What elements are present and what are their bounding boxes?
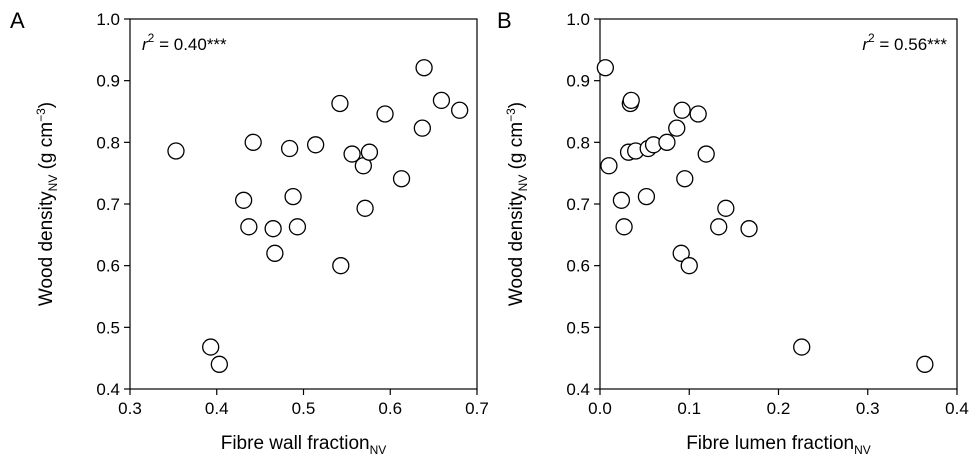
- x-axis-title: Fibre wall fractionNV: [221, 433, 387, 457]
- data-point: [740, 220, 758, 238]
- data-point: [264, 220, 282, 238]
- data-point: [689, 105, 707, 123]
- data-point: [717, 199, 735, 217]
- y-tick-label: 0.9: [96, 72, 120, 91]
- data-point: [672, 244, 690, 262]
- data-point: [376, 105, 394, 123]
- data-point: [673, 101, 691, 119]
- data-point: [343, 145, 361, 163]
- data-point: [415, 59, 433, 77]
- data-point: [596, 59, 615, 77]
- data-point: [240, 218, 258, 236]
- data-point: [392, 170, 411, 188]
- x-tick-label: 0.6: [378, 399, 402, 418]
- data-point: [680, 257, 698, 275]
- data-point: [413, 119, 431, 137]
- data-point: [612, 191, 631, 209]
- data-point: [710, 218, 728, 236]
- data-point: [167, 142, 185, 160]
- data-point: [356, 199, 374, 217]
- x-tick-label: 0.4: [945, 399, 969, 418]
- y-tick-label: 0.5: [96, 318, 120, 337]
- data-point: [280, 139, 299, 158]
- data-point: [622, 91, 640, 110]
- x-tick-label: 0.3: [118, 399, 142, 418]
- x-tick-label: 0.0: [588, 399, 612, 418]
- y-tick-label: 1.0: [96, 10, 120, 29]
- data-point: [210, 355, 229, 373]
- r-squared-annotation: r2 = 0.56***: [862, 31, 947, 54]
- x-tick-label: 0.3: [856, 399, 880, 418]
- data-point: [234, 191, 253, 209]
- y-tick-label: 0.6: [566, 257, 590, 276]
- y-tick-label: 0.6: [96, 257, 120, 276]
- data-point: [432, 91, 451, 110]
- r-squared-annotation: r2 = 0.40***: [142, 31, 227, 54]
- y-axis-title: Wood densityNV (g cm−3): [34, 102, 60, 306]
- data-point: [284, 187, 302, 206]
- panel-b: B 0.0 0.1 0.2 0.3 0.4 0.4 0.5 0.6 0.7 0.8 0.9 1.0 Fib…: [497, 8, 969, 457]
- data-point: [697, 145, 715, 163]
- y-tick-label: 0.5: [566, 318, 590, 337]
- panel-letter: B: [497, 8, 512, 33]
- plot-frame: [599, 18, 958, 390]
- x-axis-title: Fibre lumen fractionNV: [686, 433, 871, 457]
- data-point: [600, 157, 618, 175]
- data-point: [288, 218, 307, 236]
- panel-a: A0.3 0.4 0.5 0.6 0.70.40.50.60.70.80.91.0Fib…: [10, 8, 489, 457]
- x-tick-label: 0.2: [767, 399, 791, 418]
- x-tick-label: 0.5: [292, 399, 316, 418]
- y-tick-label: 0.9: [566, 72, 590, 91]
- data-point: [615, 218, 633, 236]
- y-tick-label: 0.4: [96, 380, 120, 399]
- data-point: [244, 133, 262, 151]
- data-point: [331, 94, 349, 113]
- y-tick-label: 1.0: [566, 10, 590, 29]
- x-tick-label: 0.4: [205, 399, 229, 418]
- y-tick-label: 0.8: [96, 133, 120, 152]
- data-point: [360, 143, 379, 161]
- data-point: [658, 133, 676, 151]
- data-point: [676, 170, 694, 188]
- data-point: [637, 187, 656, 206]
- data-point: [266, 244, 284, 262]
- data-point: [306, 136, 325, 154]
- y-tick-label: 0.4: [566, 380, 590, 399]
- y-tick-label: 0.7: [96, 195, 120, 214]
- x-tick-label: 0.7: [465, 399, 489, 418]
- x-tick-label: 0.1: [677, 399, 701, 418]
- y-axis-title: Wood densityNV (g cm−3): [504, 102, 530, 306]
- y-tick-label: 0.8: [566, 133, 590, 152]
- y-tick-label: 0.7: [566, 195, 590, 214]
- data-point: [202, 338, 220, 356]
- data-point: [332, 257, 350, 275]
- panel-letter: A: [10, 8, 25, 33]
- data-point: [668, 119, 686, 137]
- data-point: [916, 355, 934, 373]
- data-point: [450, 101, 469, 119]
- data-point: [793, 338, 811, 356]
